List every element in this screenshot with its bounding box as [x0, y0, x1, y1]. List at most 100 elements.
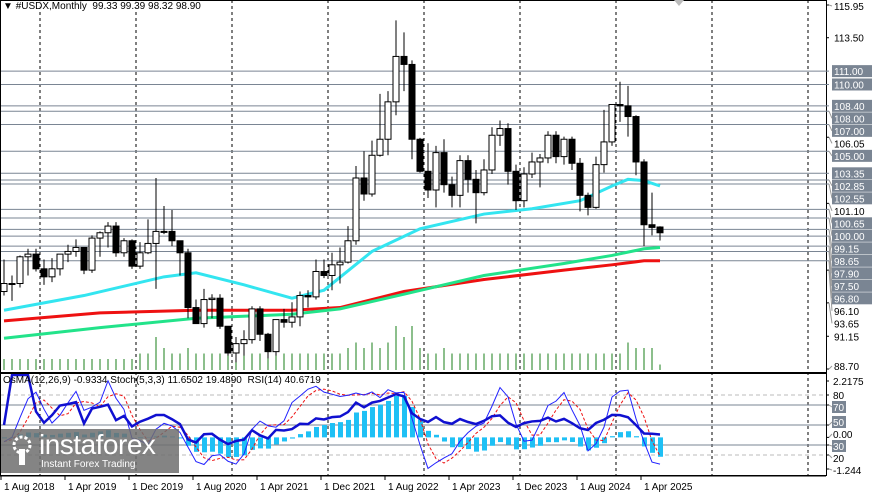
symbol-title: #USDX,Monthly — [15, 1, 87, 12]
time-tick-label: 1 Apr 2019 — [68, 482, 117, 493]
price-label-connector — [828, 229, 833, 249]
time-tick-label: 1 Aug 2020 — [196, 482, 247, 493]
osma-bar — [546, 437, 551, 443]
price-levels — [0, 70, 826, 262]
price-level-label: 100.00 — [834, 232, 865, 243]
price-level-badge — [832, 292, 872, 305]
price-label-connector — [828, 270, 833, 311]
osma-bar — [498, 437, 503, 443]
stoch-label: Stoch(5,3,3) 11.6502 19.4890 — [110, 375, 242, 386]
price-label-connector — [828, 236, 833, 261]
candle-body — [80, 246, 88, 271]
osma-bar — [282, 437, 287, 442]
price-level-badge — [832, 192, 872, 205]
candle-body — [608, 104, 616, 143]
price-level-label: 105.00 — [834, 152, 865, 163]
candle-body — [536, 157, 544, 163]
candle-body — [448, 184, 456, 196]
osma-bar — [658, 437, 663, 457]
oscillator-tick-label: 70 — [833, 403, 845, 414]
osma-bar — [386, 400, 391, 438]
price-level-badge — [832, 267, 872, 280]
oscillator-label-connector — [828, 444, 833, 447]
candle-body — [312, 270, 320, 298]
candle-body — [128, 240, 136, 267]
price-level-badge — [832, 179, 872, 192]
time-tick-label: 1 Aug 2018 — [4, 482, 55, 493]
price-label-connector — [828, 260, 833, 299]
ma-slow-line — [3, 259, 660, 323]
logo-mark-icon — [12, 435, 32, 465]
price-tick-label: 106.05 — [834, 139, 865, 150]
osma-bar — [290, 437, 295, 439]
time-tick-label: 1 Apr 2023 — [452, 482, 501, 493]
candle-body — [216, 297, 224, 327]
oscillator-tick-label: 0.00 — [833, 430, 853, 441]
oscillator-tick-label: -1.244 — [833, 466, 862, 477]
price-label-connector — [828, 111, 833, 119]
price-level-label: 99.15 — [834, 244, 859, 255]
collapse-icon[interactable]: ▼ — [3, 1, 16, 12]
candle-body — [256, 308, 264, 335]
osma-bar — [306, 431, 311, 438]
price-level-badge — [832, 217, 872, 230]
osma-bar — [586, 437, 591, 451]
price-level-label: 102.85 — [834, 182, 865, 193]
ma-mid-line — [3, 245, 661, 340]
candle-body — [656, 226, 664, 234]
osma-bar — [634, 436, 639, 438]
candle-body — [16, 256, 24, 285]
osma-bar — [474, 437, 479, 452]
price-level-badge — [832, 99, 872, 112]
price-level-badge — [832, 112, 872, 125]
osma-bar — [426, 430, 431, 438]
candle-body — [392, 55, 400, 103]
candle-body — [200, 299, 208, 325]
price-tick-label: 91.15 — [834, 332, 859, 343]
stoch-main-line — [3, 379, 661, 470]
candle-body — [8, 283, 16, 286]
candle-body — [632, 116, 640, 163]
candle-body — [384, 101, 392, 140]
open-value: 99.33 — [92, 1, 118, 12]
osma-bar — [242, 437, 247, 456]
candle-body — [344, 240, 352, 263]
candle-body — [424, 170, 432, 191]
time-tick-label: 1 Apr 2021 — [260, 482, 309, 493]
osma-bar — [442, 437, 447, 442]
osma-bar — [562, 437, 567, 441]
osma-bar — [210, 437, 215, 452]
osma-bar — [602, 437, 607, 444]
price-label-connector — [828, 302, 833, 324]
osma-label: OsMA(12,26,9) -0.9334 — [3, 375, 108, 386]
price-level-label: 96.80 — [834, 294, 859, 305]
osma-bar — [354, 412, 359, 438]
osma-bar — [570, 437, 575, 442]
candle-body — [472, 178, 480, 194]
price-level-label: 108.40 — [834, 102, 865, 113]
main-panel-frame — [0, 0, 827, 373]
osma-bar — [314, 426, 319, 438]
price-label-connector — [828, 137, 833, 144]
osma-bar — [490, 437, 495, 446]
candle-body — [376, 138, 384, 156]
candles — [0, 20, 664, 363]
osma-bar — [346, 419, 351, 438]
price-level-badge — [832, 279, 872, 292]
osma-bar — [402, 396, 407, 438]
candle-body — [64, 250, 72, 255]
osma-bar — [338, 422, 343, 438]
candle-body — [352, 177, 360, 242]
candle-body — [512, 170, 520, 202]
candle-body — [88, 237, 96, 271]
oscillator-tick-label: 80 — [833, 391, 845, 402]
osma-bar — [514, 437, 519, 450]
price-label-connector — [828, 124, 833, 132]
price-label-connector — [828, 203, 833, 211]
chart-shift-marker-icon[interactable] — [674, 0, 684, 6]
ma-fast-line — [3, 177, 661, 312]
osma-bar — [522, 437, 527, 450]
osma-bar — [186, 437, 191, 446]
